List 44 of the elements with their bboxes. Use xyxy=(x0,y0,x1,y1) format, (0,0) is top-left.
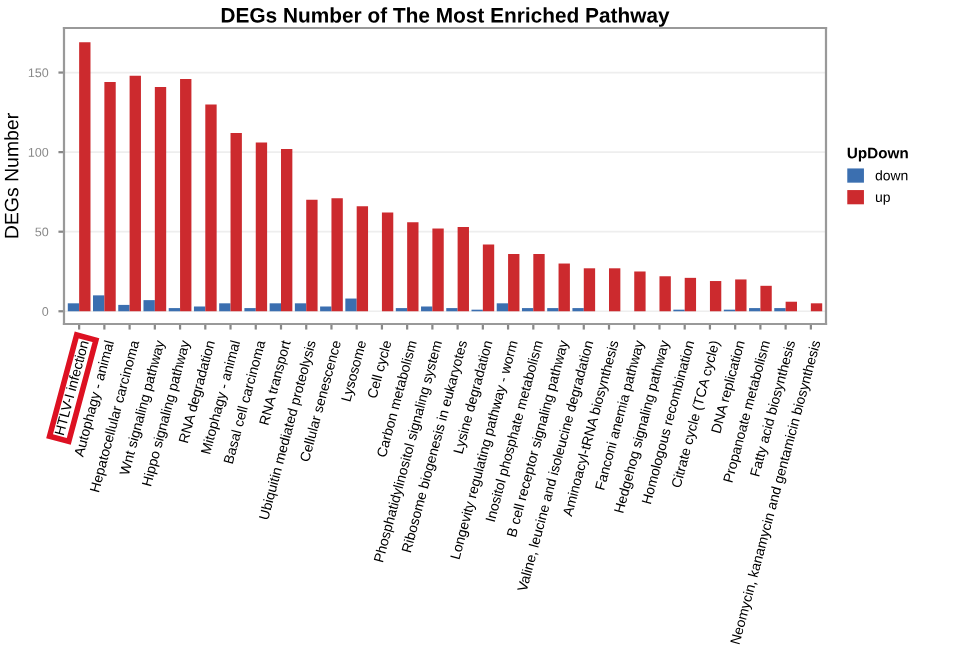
bar xyxy=(67,303,80,312)
bar xyxy=(609,268,621,312)
bar xyxy=(269,303,281,312)
bar xyxy=(205,104,217,312)
bar xyxy=(193,306,206,312)
y-axis-title: DEGs Number xyxy=(4,113,19,238)
bar xyxy=(306,199,318,312)
bar xyxy=(482,244,495,312)
bar xyxy=(320,306,332,312)
bar xyxy=(709,281,722,312)
bar xyxy=(421,306,433,312)
bar xyxy=(118,304,130,312)
bar xyxy=(760,285,772,312)
bar xyxy=(104,82,116,312)
bar xyxy=(432,228,444,312)
bar xyxy=(154,86,167,312)
bar xyxy=(143,300,155,312)
bar xyxy=(356,206,369,312)
bar xyxy=(93,295,105,312)
bar xyxy=(219,303,231,312)
bar xyxy=(558,263,570,312)
bar xyxy=(255,142,268,312)
bar xyxy=(331,198,343,312)
bar xyxy=(583,268,596,312)
bar xyxy=(785,301,797,312)
bar xyxy=(345,298,357,312)
chart-title: DEGs Number of The Most Enriched Pathway xyxy=(221,7,670,27)
bar xyxy=(294,303,307,312)
bar xyxy=(129,75,141,312)
bar xyxy=(230,133,242,312)
bar xyxy=(280,148,293,312)
bar xyxy=(533,253,545,312)
bar xyxy=(659,276,671,312)
bar xyxy=(496,303,509,312)
bar xyxy=(735,279,747,312)
bar xyxy=(381,212,394,312)
bar xyxy=(810,303,823,312)
bar xyxy=(508,253,520,312)
bar xyxy=(407,222,419,312)
bar xyxy=(457,226,469,312)
bar xyxy=(79,42,91,312)
bar xyxy=(684,277,697,312)
bar xyxy=(634,271,646,312)
bar xyxy=(180,78,192,312)
